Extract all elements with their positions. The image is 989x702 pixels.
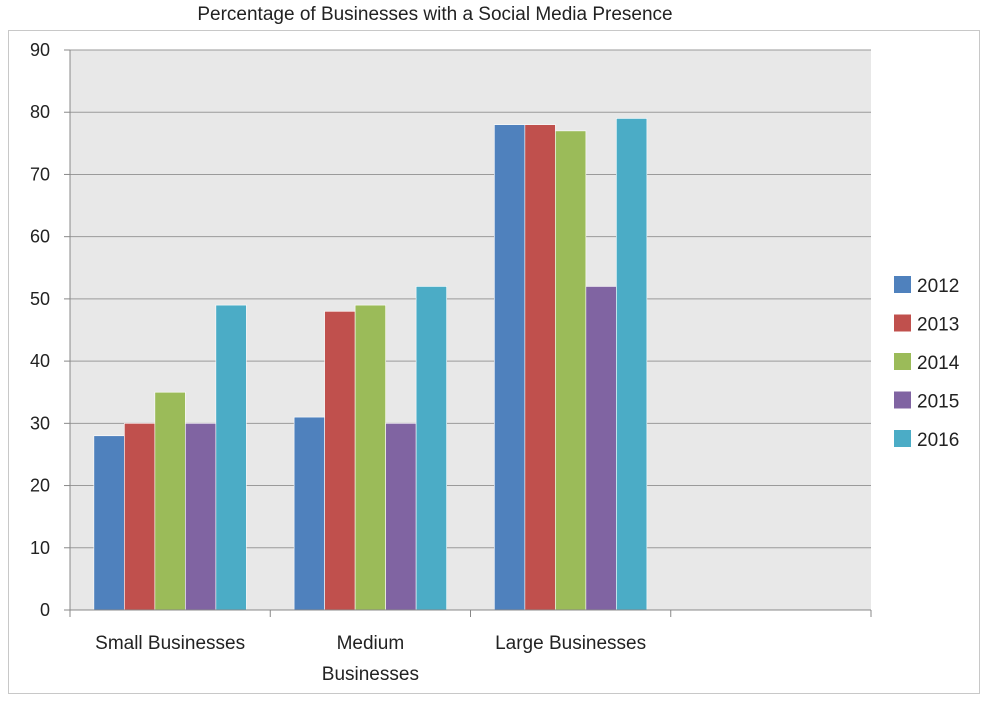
x-tick-label: Large Businesses: [495, 633, 646, 654]
bar-2012: [93, 435, 125, 611]
legend-label-2014: 2014: [917, 353, 960, 374]
bar-2014: [555, 130, 587, 611]
chart-frame: [8, 30, 980, 694]
legend-label-2012: 2012: [917, 276, 959, 297]
bar-2014: [154, 391, 186, 611]
y-tick-label: 40: [30, 351, 50, 371]
legend-label-2013: 2013: [917, 315, 959, 336]
x-tick-label: Medium: [337, 633, 405, 654]
bar-2016: [616, 118, 648, 611]
legend-swatch-2015: [894, 391, 911, 409]
y-tick-label: 90: [30, 40, 50, 60]
bar-2015: [185, 423, 217, 611]
bar-2014: [354, 304, 386, 611]
legend-swatch-2012: [894, 276, 911, 293]
bar-2012: [293, 416, 325, 611]
y-tick-label: 80: [30, 102, 50, 122]
legend-swatch-2016: [894, 430, 911, 447]
x-tick-label: Small Businesses: [95, 633, 245, 654]
x-tick-label: Businesses: [322, 664, 419, 685]
y-tick-label: 70: [30, 164, 50, 184]
legend-label-2015: 2015: [917, 392, 959, 413]
y-tick-label: 20: [30, 476, 50, 496]
y-tick-label: 10: [30, 538, 50, 558]
bar-2013: [524, 124, 556, 611]
legend-label-2016: 2016: [917, 430, 959, 451]
bar-2016: [415, 286, 447, 611]
bar-2015: [385, 423, 417, 611]
legend-swatch-2014: [894, 353, 911, 370]
legend-swatch-2013: [894, 314, 911, 332]
bar-2013: [124, 423, 156, 611]
bar-2013: [324, 311, 356, 611]
y-tick-label: 0: [40, 600, 50, 620]
bar-2012: [494, 124, 526, 611]
y-tick-label: 50: [30, 289, 50, 309]
y-tick-label: 60: [30, 227, 50, 247]
y-tick-label: 30: [30, 413, 50, 433]
bar-2015: [585, 286, 617, 611]
bar-2016: [215, 304, 247, 611]
chart-title: Percentage of Businesses with a Social M…: [197, 4, 673, 25]
